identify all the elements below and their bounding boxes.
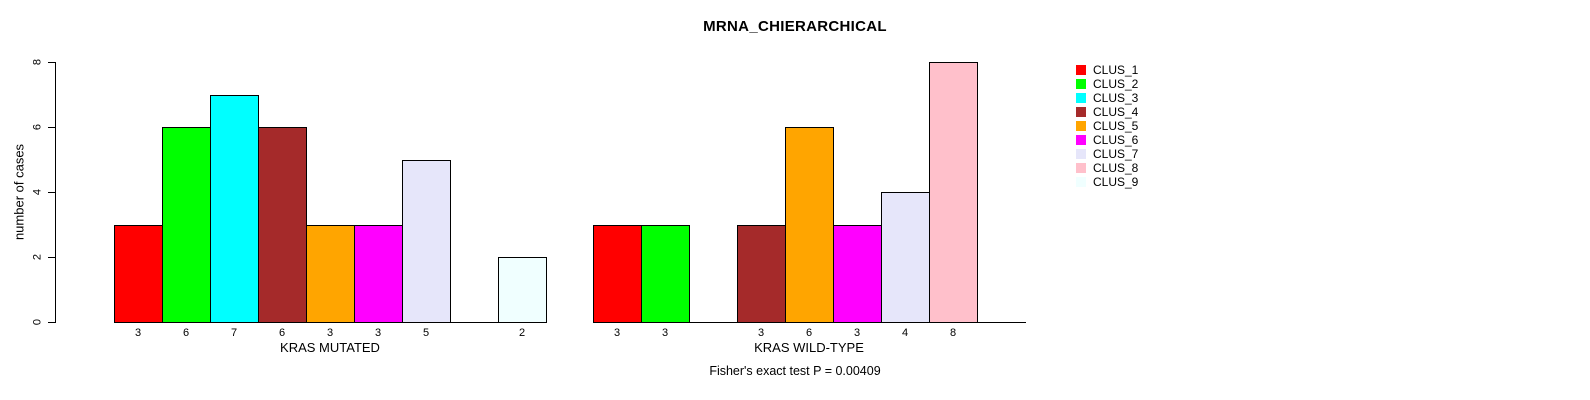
bar-value-label: 6 — [182, 327, 190, 339]
legend-item-clus_7: CLUS_7 — [1076, 147, 1138, 161]
y-axis-tick — [48, 257, 55, 258]
annotation-fisher-test: Fisher's exact test P = 0.00409 — [709, 364, 881, 378]
bar-clus_1 — [114, 224, 163, 323]
bar-value-label: 3 — [757, 327, 765, 339]
legend-item-clus_2: CLUS_2 — [1076, 77, 1138, 91]
y-axis-tick — [48, 62, 55, 63]
bar-value-label: 3 — [134, 327, 142, 339]
bar-value-label: 8 — [949, 327, 957, 339]
legend-item-label: CLUS_3 — [1093, 91, 1139, 105]
bar-value-label: 2 — [518, 327, 526, 339]
legend-item-clus_5: CLUS_5 — [1076, 119, 1138, 133]
bar-clus_2 — [162, 127, 211, 323]
legend-item-label: CLUS_5 — [1093, 119, 1139, 133]
bar-value-label: 3 — [326, 327, 334, 339]
y-axis-tick — [48, 322, 55, 323]
bar-clus_5 — [785, 127, 834, 323]
bar-value-label: 3 — [853, 327, 861, 339]
legend-color-swatch — [1076, 149, 1086, 159]
y-axis-tick — [48, 192, 55, 193]
y-axis-tick — [48, 127, 55, 128]
bar-value-label: 3 — [613, 327, 621, 339]
legend-item-clus_1: CLUS_1 — [1076, 63, 1138, 77]
legend-color-swatch — [1076, 163, 1086, 173]
legend-item-clus_9: CLUS_9 — [1076, 175, 1138, 189]
bar-value-label: 6 — [278, 327, 286, 339]
chart-title: MRNA_CHIERARCHICAL — [703, 18, 887, 35]
legend-item-clus_6: CLUS_6 — [1076, 133, 1138, 147]
bar-clus_9 — [498, 257, 547, 323]
legend-item-label: CLUS_4 — [1093, 105, 1139, 119]
y-axis-line — [55, 62, 56, 323]
legend-item-clus_4: CLUS_4 — [1076, 105, 1138, 119]
bar-value-label: 4 — [901, 327, 909, 339]
legend-item-label: CLUS_1 — [1093, 63, 1139, 77]
legend-color-swatch — [1076, 93, 1086, 103]
bar-clus_6 — [354, 224, 403, 323]
legend-color-swatch — [1076, 135, 1086, 145]
bar-value-label: 5 — [422, 327, 430, 339]
bar-clus_2 — [641, 224, 690, 323]
legend-item-label: CLUS_8 — [1093, 161, 1139, 175]
bar-value-label: 3 — [374, 327, 382, 339]
legend-color-swatch — [1076, 79, 1086, 89]
bar-clus_8 — [929, 62, 978, 323]
legend-item-clus_8: CLUS_8 — [1076, 161, 1138, 175]
bar-clus_3 — [210, 94, 259, 323]
x-axis-group-label: KRAS WILD-TYPE — [754, 340, 864, 355]
x-axis-group-label: KRAS MUTATED — [280, 340, 380, 355]
legend-item-label: CLUS_2 — [1093, 77, 1139, 91]
legend-color-swatch — [1076, 65, 1086, 75]
bar-value-label: 3 — [661, 327, 669, 339]
legend-color-swatch — [1076, 107, 1086, 117]
bar-value-label: 6 — [805, 327, 813, 339]
legend-item-clus_3: CLUS_3 — [1076, 91, 1138, 105]
legend-color-swatch — [1076, 177, 1086, 187]
legend-item-label: CLUS_7 — [1093, 147, 1139, 161]
bar-clus_7 — [402, 159, 451, 323]
bar-value-label: 7 — [230, 327, 238, 339]
legend-color-swatch — [1076, 121, 1086, 131]
legend-item-label: CLUS_9 — [1093, 175, 1139, 189]
legend-item-label: CLUS_6 — [1093, 133, 1139, 147]
